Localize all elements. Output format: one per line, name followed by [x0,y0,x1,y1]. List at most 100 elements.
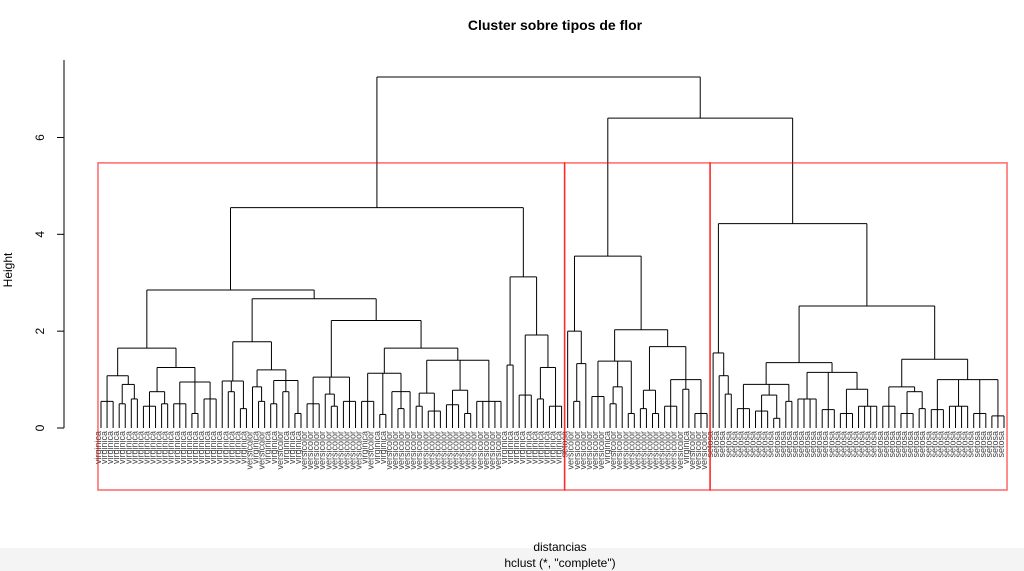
leaf-label: setosa [996,431,1006,458]
leaf-label: versicolor [651,431,661,470]
leaf-label: versicolor [348,431,358,470]
leaf-label: versicolor [335,431,345,470]
x-axis-label: distancias [533,540,586,554]
leaf-label: setosa [748,431,758,458]
leaf-label: setosa [717,431,727,458]
leaf-label: versicolor [414,431,424,470]
leaf-label: virginica [220,431,230,464]
leaf-label: versicolor [669,431,679,470]
leaf-label: versicolor [432,431,442,470]
leaf-label: virginica [681,431,691,464]
leaf-label: versicolor [366,431,376,470]
leaf-label: versicolor [596,431,606,470]
leaf-label: versicolor [687,431,697,470]
leaf-label: virginica [251,431,261,464]
leaf-label: virginica [269,431,279,464]
leaf-label: versicolor [693,431,703,470]
leaf-label: virginica [517,431,527,464]
leaf-label: versicolor [663,431,673,470]
leaf-label: setosa [826,431,836,458]
leaf-label: virginica [535,431,545,464]
leaf-label: setosa [972,431,982,458]
leaf-label: virginica [184,431,194,464]
leaf-label: setosa [796,431,806,458]
leaf-label: versicolor [626,431,636,470]
leaf-label: setosa [911,431,921,458]
leaf-label: virginica [123,431,133,464]
leaf-label: versicolor [638,431,648,470]
leaf-label: versicolor [420,431,430,470]
leaf-label: setosa [954,431,964,458]
leaf-label: setosa [948,431,958,458]
leaf-label: virginica [541,431,551,464]
leaf-label: versicolor [451,431,461,470]
leaf-label: setosa [966,431,976,458]
leaf-label: versicolor [475,431,485,470]
leaf-label: versicolor [572,431,582,470]
leaf-label: versicolor [305,431,315,470]
leaf-label: virginica [160,431,170,464]
leaf-label: virginica [111,431,121,464]
leaf-label: setosa [790,431,800,458]
leaf-label: virginica [360,431,370,464]
leaf-label: setosa [844,431,854,458]
leaf-label: virginica [148,431,158,464]
leaf-label: virginica [602,431,612,464]
leaf-label: versicolor [245,431,255,470]
leaf-label: setosa [754,431,764,458]
leaf-label: versicolor [299,431,309,470]
leaf-label: setosa [941,431,951,458]
leaf-label: setosa [711,431,721,458]
leaf-label: versicolor [257,431,267,470]
leaf-label: virginica [263,431,273,464]
y-tick-label: 6 [33,134,47,141]
leaf-label: setosa [905,431,915,458]
leaf-label: versicolor [329,431,339,470]
leaf-label: virginica [154,431,164,464]
leaf-label: versicolor [657,431,667,470]
leaf-label: versicolor [584,431,594,470]
leaf-label: setosa [863,431,873,458]
leaf-label: setosa [735,431,745,458]
leaf-label: versicolor [675,431,685,470]
leaf-label: virginica [141,431,151,464]
leaf-label: virginica [287,431,297,464]
leaf-label: setosa [893,431,903,458]
leaf-label: virginica [238,431,248,464]
leaf-label: versicolor [408,431,418,470]
leaf-label: setosa [875,431,885,458]
leaf-label: versicolor [493,431,503,470]
leaf-label: versicolor [699,431,709,470]
leaf-label: setosa [832,431,842,458]
leaf-label: virginica [226,431,236,464]
leaf-label: versicolor [632,431,642,470]
leaf-label: versicolor [566,431,576,470]
y-tick-label: 0 [33,424,47,431]
leaf-label: setosa [784,431,794,458]
leaf-label: versicolor [481,431,491,470]
leaf-label: setosa [778,431,788,458]
leaf-label: versicolor [620,431,630,470]
leaf-label: versicolor [402,431,412,470]
leaf-label: versicolor [390,431,400,470]
leaf-label: virginica [529,431,539,464]
leaf-label: setosa [917,431,927,458]
leaf-label: setosa [838,431,848,458]
leaf-label: versicolor [438,431,448,470]
leaf-label: setosa [929,431,939,458]
leaf-label: virginica [505,431,515,464]
leaf-label: setosa [772,431,782,458]
leaf-label: virginica [196,431,206,464]
leaf-label: virginica [208,431,218,464]
leaf-label: versicolor [608,431,618,470]
leaf-label: virginica [378,431,388,464]
leaf-label: setosa [729,431,739,458]
y-axis-label: Height [1,252,15,287]
leaf-label: versicolor [487,431,497,470]
leaf-label: setosa [881,431,891,458]
leaf-label: virginica [372,431,382,464]
leaf-label: versicolor [463,431,473,470]
leaf-label: setosa [766,431,776,458]
